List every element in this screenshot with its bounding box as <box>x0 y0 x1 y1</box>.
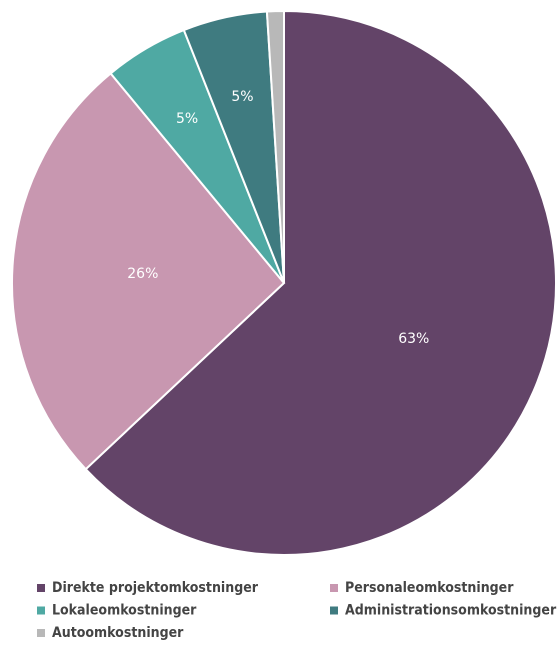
legend-swatch <box>37 606 45 615</box>
legend-label: Administrationsomkostninger <box>345 603 557 619</box>
legend-label: Personaleomkostninger <box>345 580 514 596</box>
value-label: 63% <box>398 331 429 347</box>
legend-swatch <box>330 606 338 615</box>
value-label: 5% <box>176 111 198 127</box>
value-label: 26% <box>127 266 158 282</box>
legend-swatch <box>37 584 45 592</box>
value-label: 5% <box>231 89 253 105</box>
pie-slice <box>265 9 285 284</box>
legend-swatch <box>330 584 338 592</box>
pie-slice <box>11 72 286 471</box>
legend-label: Direkte projektomkostninger <box>52 580 259 596</box>
legend-swatch <box>37 629 45 637</box>
pie-slice <box>84 9 557 556</box>
legend-label: Autoomkostninger <box>52 625 184 641</box>
legend-label: Lokaleomkostninger <box>52 603 197 619</box>
